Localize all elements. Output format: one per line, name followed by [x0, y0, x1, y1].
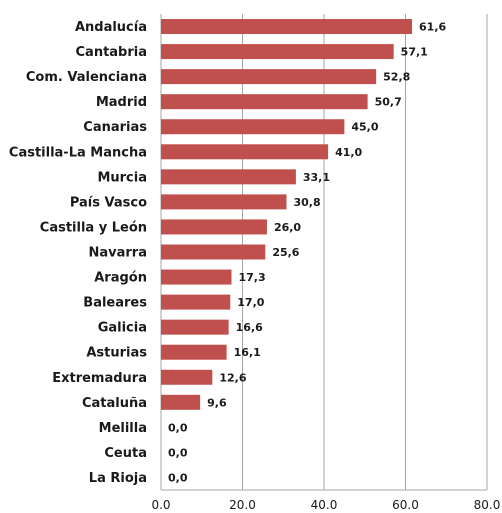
category-label: Cataluña [82, 396, 147, 411]
bars [161, 19, 413, 410]
category-label: Andalucía [75, 20, 147, 35]
bar [161, 394, 201, 410]
data-label: 26,0 [274, 221, 301, 234]
bar [161, 369, 213, 385]
data-label: 17,3 [238, 271, 265, 284]
x-tick-label: 80.0 [474, 498, 501, 512]
data-label: 9,6 [207, 396, 227, 409]
category-label: Castilla-La Mancha [9, 145, 147, 160]
bar [161, 319, 229, 335]
category-label: Galicia [98, 321, 147, 336]
x-tick-label: 60.0 [392, 498, 419, 512]
bar [161, 169, 296, 185]
x-axis-ticks: 0.0 20.0 40.0 60.0 80.0 [151, 498, 500, 512]
category-label: Navarra [89, 246, 148, 261]
category-label: Extremadura [52, 371, 147, 386]
category-label: Com. Valenciana [26, 70, 147, 85]
data-label: 45,0 [351, 121, 378, 134]
bar [161, 244, 266, 260]
category-label: Asturias [86, 346, 147, 361]
category-label: Cantabria [76, 45, 148, 60]
gridlines [160, 14, 488, 491]
category-label: Baleares [83, 296, 147, 311]
data-label: 17,0 [237, 296, 264, 309]
x-tick-label: 40.0 [311, 498, 338, 512]
x-tick-label: 20.0 [229, 498, 256, 512]
x-tick-label: 0.0 [151, 498, 170, 512]
bar [161, 194, 287, 210]
bar [161, 219, 267, 235]
data-label: 50,7 [375, 96, 402, 109]
bar [161, 269, 232, 285]
bar [161, 344, 227, 360]
bar [161, 44, 394, 60]
category-label: Castilla y León [40, 220, 147, 235]
data-label: 30,8 [294, 196, 321, 209]
category-label: Ceuta [104, 446, 147, 461]
bar [161, 69, 377, 85]
data-label: 0,0 [168, 446, 188, 459]
category-label: La Rioja [89, 471, 147, 486]
data-label: 25,6 [272, 246, 299, 259]
data-label: 57,1 [401, 46, 428, 59]
bar [161, 94, 368, 110]
category-label: Murcia [97, 170, 147, 185]
category-label: País Vasco [70, 195, 147, 210]
category-label: Aragón [94, 271, 147, 286]
data-label: 16,6 [236, 321, 263, 334]
bar [161, 19, 413, 35]
data-label: 33,1 [303, 171, 330, 184]
data-label: 52,8 [383, 71, 410, 84]
data-label: 12,6 [219, 371, 246, 384]
labels: Andalucía 61,6 Cantabria 57,1 Com. Valencian… [9, 20, 447, 486]
data-label: 41,0 [335, 146, 362, 159]
bar [161, 294, 231, 310]
data-label: 0,0 [168, 471, 188, 484]
bar [161, 119, 345, 135]
data-label: 0,0 [168, 421, 188, 434]
category-label: Melilla [99, 421, 147, 436]
category-label: Canarias [83, 120, 147, 135]
category-label: Madrid [96, 95, 147, 110]
data-label: 61,6 [419, 21, 446, 34]
bar [161, 144, 329, 160]
data-label: 16,1 [234, 346, 261, 359]
